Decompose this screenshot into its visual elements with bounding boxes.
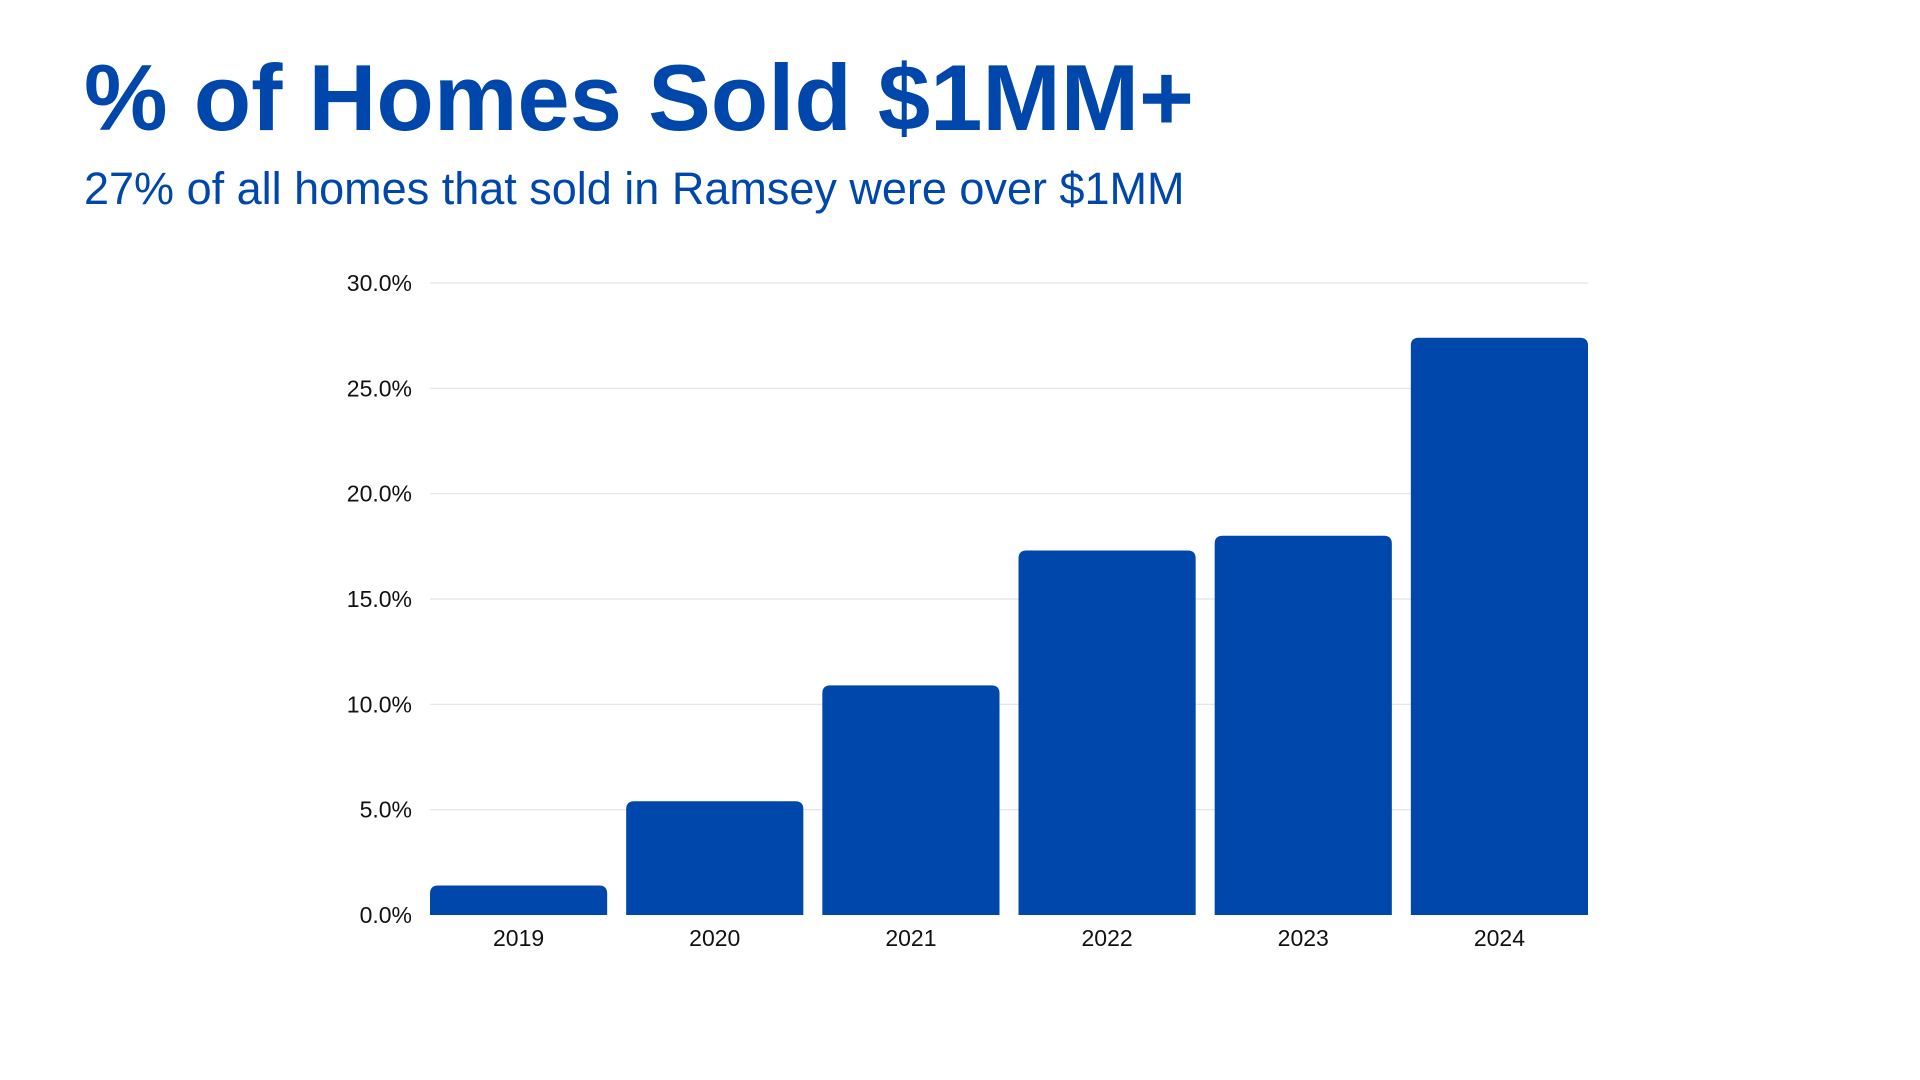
y-tick-label: 0.0% [360,902,412,928]
y-tick-label: 5.0% [360,797,412,823]
page-subtitle: 27% of all homes that sold in Ramsey wer… [84,163,1185,214]
x-tick-label: 2022 [1081,925,1132,951]
gridlines [430,282,1588,811]
x-tick-label: 2019 [493,925,544,951]
y-tick-label: 25.0% [347,375,412,401]
x-tick-label: 2024 [1474,925,1525,951]
x-tick-label: 2023 [1278,925,1329,951]
y-tick-label: 15.0% [347,586,412,612]
y-tick-label: 30.0% [347,270,412,296]
bar-2023 [1214,535,1392,915]
x-axis-ticks: 2019 2020 2021 2022 2023 2024 [493,925,1525,951]
x-tick-label: 2020 [689,925,740,951]
y-axis-ticks: 0.0% 5.0% 10.0% 15.0% 20.0% 25.0% 30.0% [347,270,412,928]
y-tick-label: 10.0% [347,691,412,717]
x-tick-label: 2021 [885,925,936,951]
page-title: % of Homes Sold $1MM+ [84,45,1194,150]
bars [430,337,1588,916]
bar-2020 [626,801,804,915]
bar-2019 [430,885,608,915]
bar-2022 [1018,550,1196,915]
bar-2021 [822,685,1000,915]
bar-2024 [1410,337,1588,916]
y-tick-label: 20.0% [347,481,412,507]
